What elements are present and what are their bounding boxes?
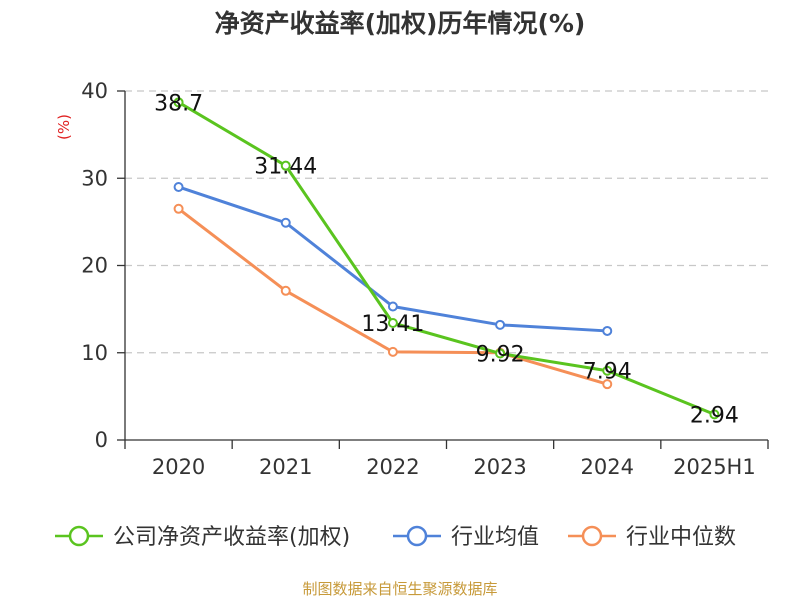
x-tick-label: 2025H1 [673,455,756,479]
data-point [280,217,291,228]
data-label: 31.44 [254,155,317,180]
legend-marker [406,525,428,547]
y-axis-unit-label: (%) [55,114,73,140]
chart-title: 净资产收益率(加权)历年情况(%) [214,9,586,38]
series-line [177,207,608,386]
data-label: 7.94 [583,360,632,385]
x-tick-label: 2020 [152,455,205,479]
data-point [602,365,613,376]
y-tick-label: 40 [81,79,108,103]
data-point [495,348,506,359]
y-tick-label: 10 [81,341,108,365]
legend-label: 公司净资产收益率(加权) [113,525,350,550]
y-tick-label: 0 [95,428,108,452]
data-label: 38.7 [154,91,203,116]
data-point [387,301,398,312]
data-source-note: 制图数据来自恒生聚源数据库 [302,580,498,598]
data-point [495,319,506,330]
data-point [173,181,184,192]
legend-label: 行业均值 [451,525,539,550]
data-label: 9.92 [476,342,525,367]
data-point [387,317,398,328]
y-tick-label: 30 [81,166,108,190]
x-tick-label: 2022 [366,455,419,479]
data-point [280,285,291,296]
data-label: 2.94 [690,403,739,428]
x-tick-label: 2024 [581,455,634,479]
legend-marker [581,525,603,547]
data-point [387,346,398,357]
series-line [177,101,715,416]
legend-label: 行业中位数 [626,525,736,550]
data-point [173,97,184,108]
data-point [602,325,613,336]
legend-marker [68,525,90,547]
data-label: 13.41 [361,312,424,337]
data-point [709,409,720,420]
x-tick-label: 2023 [473,455,526,479]
y-tick-label: 20 [81,254,108,278]
data-point [280,160,291,171]
x-tick-label: 2021 [259,455,312,479]
data-point [602,379,613,390]
data-point [173,203,184,214]
